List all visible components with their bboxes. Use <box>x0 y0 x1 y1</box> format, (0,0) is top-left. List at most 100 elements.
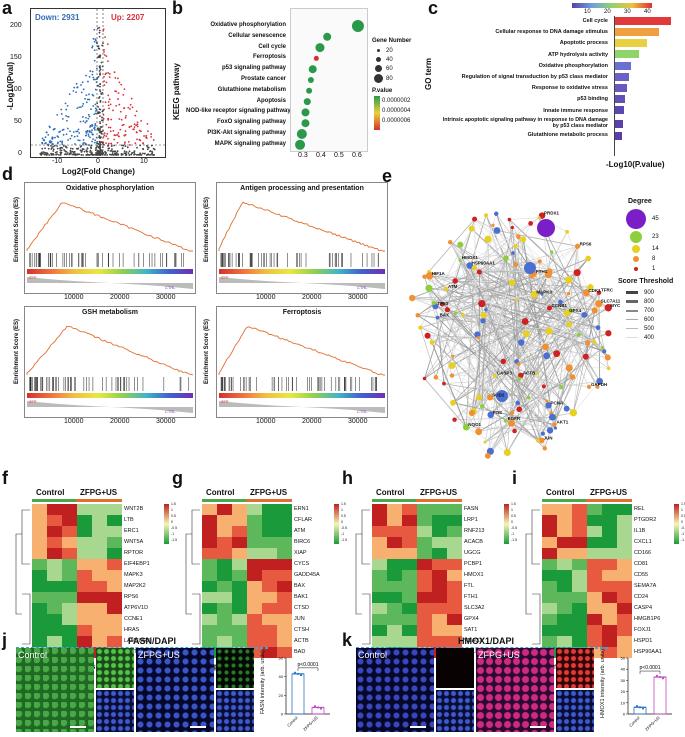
gsea-hit-ticks <box>217 253 387 267</box>
heatmap-cell <box>47 504 62 515</box>
gsea-zfp-label: ZFP <box>29 399 37 404</box>
heatmap-cell <box>277 526 292 537</box>
volcano-point <box>99 121 101 123</box>
volcano-point <box>122 147 124 149</box>
volcano-point <box>110 143 112 145</box>
heatmap-cell <box>402 515 417 526</box>
volcano-point <box>86 120 88 122</box>
volcano-point <box>89 136 91 138</box>
gsea-xtick: 30000 <box>348 294 367 301</box>
volcano-point <box>75 91 77 93</box>
network-node <box>445 307 450 312</box>
heatmap-cell <box>277 592 292 603</box>
go-bar <box>615 62 631 70</box>
volcano-xtick: -10 <box>52 158 62 165</box>
volcano-point <box>131 152 133 154</box>
network-node <box>535 372 538 375</box>
heatmap-cell <box>432 548 447 559</box>
heatmap-treat-label: ZFPG+US <box>80 488 117 497</box>
volcano-point <box>82 105 84 107</box>
volcano-point <box>102 154 104 156</box>
heatmap-cell <box>387 614 402 625</box>
volcano-point <box>102 30 104 32</box>
y-tick-label: 60 <box>279 656 284 661</box>
fasn-title: FASN/DAPI <box>128 636 176 646</box>
volcano-point <box>61 113 63 115</box>
heatmap-cell <box>402 537 417 548</box>
volcano-point <box>140 120 142 122</box>
network-gene-label: SOD2 <box>492 392 505 397</box>
heatmap-cell <box>572 603 587 614</box>
volcano-point <box>114 153 116 155</box>
volcano-point <box>99 74 101 76</box>
volcano-ytick: 100 <box>10 86 22 93</box>
volcano-point <box>144 153 146 155</box>
network-node <box>510 411 514 415</box>
volcano-point <box>90 151 92 153</box>
volcano-point <box>94 79 96 81</box>
heatmap-cell <box>542 592 557 603</box>
fasn-treat-green-inset <box>216 648 254 688</box>
go-colorbar-tick: 30 <box>624 9 631 15</box>
gsea-ctrl-label: CTRL <box>165 285 175 290</box>
heatmap-grid <box>32 504 122 658</box>
volcano-xlabel: Log2(Fold Change) <box>62 167 135 176</box>
heatmap-cell <box>587 526 602 537</box>
degree-value: 8 <box>652 256 655 262</box>
volcano-point <box>111 145 113 147</box>
go-term: Oxidative phosphorylation <box>436 61 612 72</box>
degree-value: 45 <box>652 216 659 222</box>
kegg-pathway: p53 signaling pathway <box>186 63 286 74</box>
p-value-label: p<0.0001 <box>640 665 661 671</box>
heatmap-cell <box>107 559 122 570</box>
volcano-point <box>60 109 62 111</box>
network-gene-label: HIF1A <box>432 271 446 276</box>
gsea-ctrl-label: CTRL <box>357 409 367 414</box>
network-node <box>454 311 457 314</box>
heatmap-cell <box>217 504 232 515</box>
volcano-point <box>103 51 105 53</box>
go-bar <box>615 39 647 47</box>
volcano-point <box>125 130 127 132</box>
heatmap-cell <box>262 614 277 625</box>
volcano-point <box>41 142 43 144</box>
network-node <box>542 343 549 350</box>
volcano-point <box>136 147 138 149</box>
network-gene-label: PCNA <box>551 400 565 405</box>
volcano-point <box>108 105 110 107</box>
kegg-dot <box>295 140 305 150</box>
network-node <box>596 325 601 330</box>
heatmap-gene: FASN <box>464 504 504 515</box>
heatmap-gene: MAP2K2 <box>124 581 164 592</box>
heatmap-dendrogram <box>354 504 372 654</box>
heatmap-cell <box>542 515 557 526</box>
volcano-point <box>87 131 89 133</box>
degree-dot <box>634 267 638 271</box>
network-node <box>472 265 477 270</box>
heatmap-cell <box>572 537 587 548</box>
heatmap-gene: CD24 <box>634 592 674 603</box>
heatmap-cell <box>572 625 587 636</box>
network-node <box>545 328 552 335</box>
gsea-title: Ferroptosis <box>217 309 387 316</box>
volcano-point <box>106 154 108 156</box>
volcano-point <box>150 133 152 135</box>
heatmap-cell <box>617 603 632 614</box>
volcano-point <box>99 89 101 91</box>
network-score-legend: 900 800 700 600 500 400 <box>626 288 684 342</box>
heatmap-cell <box>262 526 277 537</box>
volcano-point <box>91 133 93 135</box>
volcano-point <box>41 148 43 150</box>
heatmap-cell <box>92 614 107 625</box>
volcano-ytick: 0 <box>18 150 22 157</box>
heatmap-cell <box>402 504 417 515</box>
network-node <box>472 217 477 222</box>
heatmap-cell <box>587 537 602 548</box>
volcano-point <box>123 108 125 110</box>
network-node <box>508 218 512 222</box>
network-node <box>494 212 498 216</box>
go-term: Glutathione metabolic process <box>436 130 612 141</box>
network-gene-label: ATM <box>448 284 458 289</box>
